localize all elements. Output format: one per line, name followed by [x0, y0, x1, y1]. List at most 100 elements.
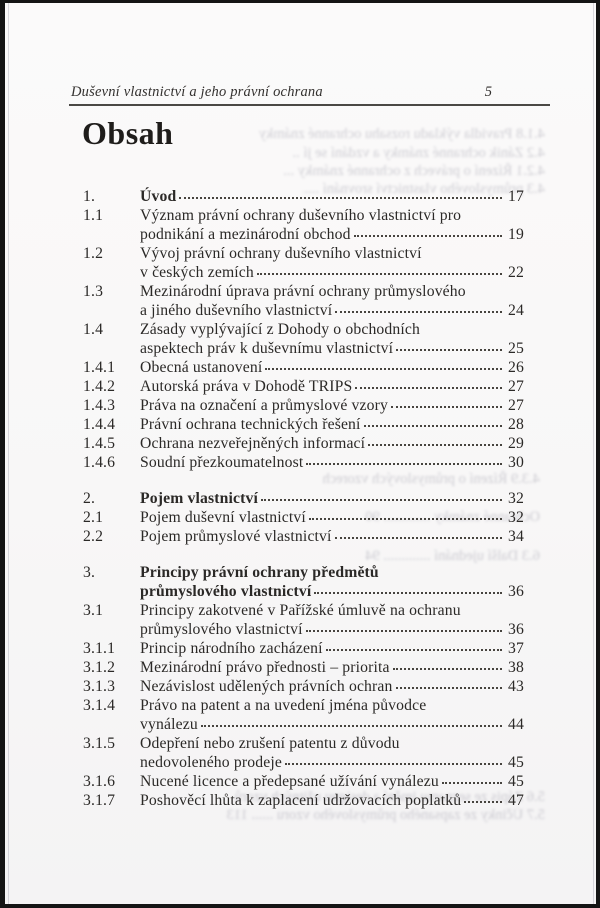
toc-entry-title: Pojem průmyslové vlastnictví — [140, 528, 332, 545]
toc-entry-number: 1.4.3 — [83, 397, 116, 414]
toc-entry-line: 3.1.7 Poshověcí lhůta k zaplacení udržova… — [83, 791, 524, 810]
toc-entry-number: 1.4.6 — [83, 454, 116, 471]
toc-entry-title: aspektech práv k duševnímu vlastnictví — [140, 340, 394, 357]
toc-page-number: 45 — [508, 754, 524, 771]
toc-page-number: 36 — [508, 583, 524, 600]
toc-entry-title: Pojem duševní vlastnictví — [140, 509, 306, 526]
toc-entry-number: 1.4 — [83, 321, 104, 338]
toc-entry-title: Soudní přezkoumatelnost — [140, 454, 304, 471]
dot-leader — [284, 763, 502, 765]
toc-entry-line: 1.4.5 Ochrana nezveřejněných informací 29 — [83, 434, 524, 453]
toc-entry-number: 1.2 — [83, 245, 104, 262]
toc-entry-title: Poshověcí lhůta k zaplacení udržovacích … — [140, 792, 462, 809]
toc-entry-title: Ochrana nezveřejněných informací — [140, 435, 366, 452]
toc-section: 1. Úvod 17 1.1 Význam právní ochrany duševní… — [83, 187, 524, 472]
toc-entry-title: průmyslového vlastnictví — [140, 583, 312, 600]
toc-page-number: 30 — [508, 454, 524, 471]
toc-entry-line: nedovoleného prodeje 45 — [83, 753, 524, 772]
toc-entry-line: 3. Principy právní ochrany předmětů — [83, 563, 524, 582]
dot-leader — [308, 518, 502, 520]
toc-entry-line: 3.1.5 Odepření nebo zrušení patentu z dův… — [83, 734, 524, 753]
toc-entry-title: Mezinárodní právo přednosti – priorita — [140, 659, 390, 676]
dot-leader — [314, 592, 502, 594]
table-of-contents: 1. Úvod 17 1.1 Význam právní ochrany duševní… — [83, 187, 524, 810]
toc-entry-number: 3.1.5 — [83, 735, 116, 752]
dot-leader — [179, 197, 502, 199]
page-title: Obsah — [82, 115, 174, 151]
dot-leader — [256, 273, 502, 275]
toc-entry-number: 2. — [83, 490, 96, 507]
dot-leader — [305, 630, 502, 632]
toc-page-number: 32 — [508, 490, 524, 507]
header-rule — [69, 104, 550, 106]
toc-section: 2. Pojem vlastnictví 32 2.1 Pojem duševní vl… — [83, 489, 524, 546]
toc-entry-line: 1.3 Mezinárodní úprava právní ochrany prů… — [83, 282, 524, 301]
toc-entry-title: Mezinárodní úprava právní ochrany průmys… — [140, 283, 466, 300]
toc-entry-title: Úvod — [140, 188, 177, 205]
toc-entry-title: průmyslového vlastnictví — [140, 621, 303, 638]
toc-entry-line: 1.4.2 Autorská práva v Dohodě TRIPS 27 — [83, 377, 524, 396]
toc-entry-title: Zásady vyplývající z Dohody o obchodních — [140, 321, 421, 338]
toc-page-number: 38 — [508, 659, 524, 676]
toc-entry-line: 1.4.6 Soudní přezkoumatelnost 30 — [83, 453, 524, 472]
toc-entry-title: Právní ochrana technických řešení — [140, 416, 361, 433]
toc-entry-line: vynálezu 44 — [83, 715, 524, 734]
toc-entry-number: 3.1.6 — [83, 773, 116, 790]
toc-page-number: 17 — [508, 188, 524, 205]
toc-page-number: 19 — [508, 226, 524, 243]
toc-entry-line: 2.2 Pojem průmyslové vlastnictví 34 — [83, 527, 524, 546]
toc-page-number: 27 — [508, 378, 524, 395]
toc-entry-number: 3.1.4 — [83, 697, 116, 714]
toc-entry-line: 3.1.4 Právo na patent a na uvedení jména … — [83, 696, 524, 715]
toc-page-number: 29 — [508, 435, 524, 452]
toc-entry-line: 1.2 Vývoj právní ochrany duševního vlastn… — [83, 244, 524, 263]
toc-entry-line: 1.1 Význam právní ochrany duševního vlast… — [83, 206, 524, 225]
toc-entry-line: 1. Úvod 17 — [83, 187, 524, 206]
toc-entry-number: 1.1 — [83, 207, 104, 224]
toc-page-number: 34 — [508, 528, 524, 545]
toc-entry-number: 2.2 — [83, 528, 104, 545]
toc-entry-number: 3.1.7 — [83, 792, 116, 809]
toc-entry-line: podnikání a mezinárodní obchod 19 — [83, 225, 524, 244]
toc-entry-line: 3.1.6 Nucené licence a předepsané užívání… — [83, 772, 524, 791]
dot-leader — [395, 687, 502, 689]
toc-entry-title: Obecná ustanovení — [140, 359, 263, 376]
toc-entry-line: a jiného duševního vlastnictví 24 — [83, 301, 524, 320]
toc-section: 3. Principy právní ochrany předmětů průmys… — [83, 563, 524, 810]
toc-entry-title: Autorská práva v Dohodě TRIPS — [140, 378, 353, 395]
dot-leader — [334, 537, 502, 539]
toc-page-number: 32 — [508, 509, 524, 526]
toc-entry-number: 1.4.4 — [83, 416, 116, 433]
toc-entry-line: 2. Pojem vlastnictví 32 — [83, 489, 524, 508]
toc-entry-title: Právo na patent a na uvedení jména původ… — [140, 697, 427, 714]
toc-page-number: 25 — [508, 340, 524, 357]
toc-entry-title: Nezávislost udělených právních ochran — [140, 678, 393, 695]
toc-entry-title: Principy právní ochrany předmětů — [140, 564, 379, 581]
dot-leader — [265, 368, 502, 370]
toc-entry-number: 1.4.2 — [83, 378, 116, 395]
toc-entry-line: průmyslového vlastnictví 36 — [83, 620, 524, 639]
toc-page-number: 36 — [508, 621, 524, 638]
toc-page-number: 27 — [508, 397, 524, 414]
header-page-number: 5 — [484, 84, 492, 100]
toc-page-number: 22 — [508, 264, 524, 281]
toc-entry-line: 1.4.1 Obecná ustanovení 26 — [83, 358, 524, 377]
toc-entry-title: Význam právní ochrany duševního vlastnic… — [140, 207, 462, 224]
page-content: Duševní vlastnictví a jeho právní ochran… — [5, 3, 596, 904]
running-title: Duševní vlastnictví a jeho právní ochran… — [71, 84, 323, 100]
toc-entry-line: 3.1 Principy zakotvené v Pařížské úmluvě … — [83, 601, 524, 620]
toc-entry-title: Odepření nebo zrušení patentu z důvodu — [140, 735, 400, 752]
toc-entry-title: podnikání a mezinárodní obchod — [140, 226, 351, 243]
toc-entry-number: 1.4.1 — [83, 359, 116, 376]
dot-leader — [391, 406, 502, 408]
toc-entry-number: 3.1.1 — [83, 640, 116, 657]
toc-entry-title: nedovoleného prodeje — [140, 754, 282, 771]
toc-page-number: 44 — [508, 716, 524, 733]
toc-entry-number: 2.1 — [83, 509, 104, 526]
toc-page-number: 28 — [508, 416, 524, 433]
toc-page-number: 24 — [508, 302, 524, 319]
dot-leader — [363, 425, 502, 427]
dot-leader — [368, 444, 502, 446]
toc-entry-line: 1.4 Zásady vyplývající z Dohody o obchodn… — [83, 320, 524, 339]
